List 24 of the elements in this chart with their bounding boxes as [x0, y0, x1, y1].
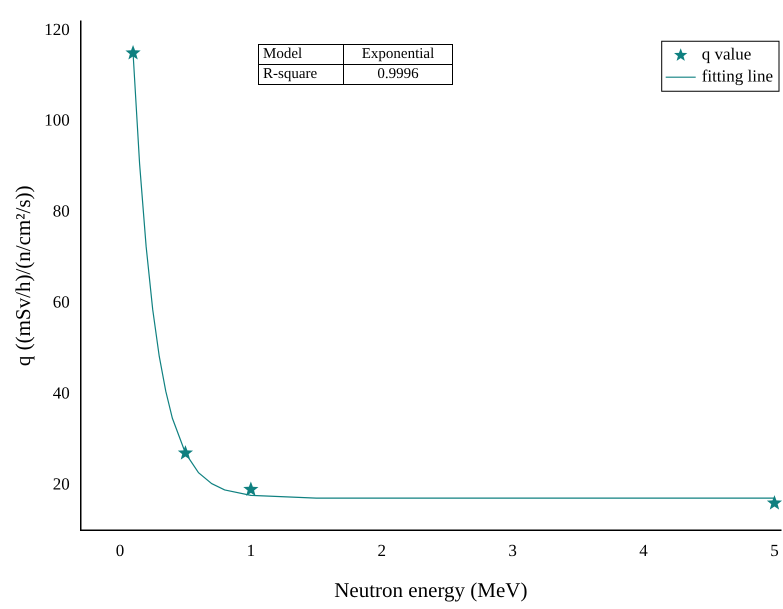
y-tick-label: 40 [52, 383, 70, 402]
annotation: 0.9996 [344, 64, 452, 84]
x-axis-title: Neutron energy (MeV) [334, 578, 528, 602]
y-axis-title: q ((mSv/h)/(n/cm²/s)) [11, 185, 36, 366]
x-tick-label: 3 [508, 541, 517, 560]
x-tick-label: 2 [378, 541, 386, 560]
annotation: Model [258, 44, 344, 64]
y-tick-label: 60 [52, 292, 70, 312]
legend-label: fitting line [702, 66, 773, 86]
legend-label: q value [702, 44, 752, 64]
x-tick-label: 1 [246, 541, 256, 560]
point [178, 445, 194, 460]
point [125, 45, 141, 60]
y-tick-label: 80 [52, 202, 70, 221]
y-tick-label: 120 [44, 20, 70, 39]
annotation: R-square [258, 64, 344, 84]
x-tick-label: 5 [770, 541, 779, 560]
point [243, 481, 258, 496]
point [766, 495, 782, 510]
y-tick-label: 20 [52, 474, 70, 494]
x-tick-label: 4 [639, 541, 648, 560]
x-tick-label: 0 [116, 541, 124, 560]
y-tick-label: 100 [44, 110, 70, 130]
annotation: Exponential [344, 44, 452, 64]
